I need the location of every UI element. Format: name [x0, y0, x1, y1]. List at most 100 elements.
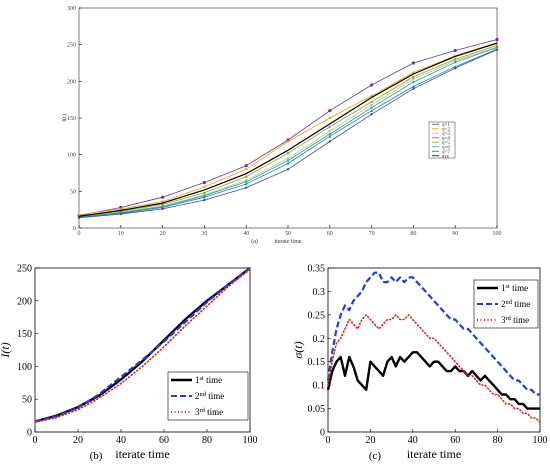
- data-point: [203, 185, 206, 189]
- x-tick-label: 100: [533, 435, 548, 446]
- series-line-1-2: [34, 268, 251, 423]
- legend-box: [428, 121, 456, 159]
- data-point: [203, 198, 206, 202]
- x-tick-label: 40: [408, 435, 418, 446]
- x-axis-label: iterate time: [407, 447, 461, 461]
- x-tick-label: 20: [365, 435, 375, 446]
- data-point: [328, 134, 332, 138]
- x-axis-label: iterate time: [274, 239, 301, 245]
- data-point: [412, 87, 415, 90]
- y-tick-label: 0.1: [313, 381, 326, 392]
- plot-area-frame-0: [78, 7, 498, 229]
- data-point: [161, 200, 164, 203]
- data-point: [286, 161, 290, 165]
- series-line-1-1: [34, 267, 251, 423]
- data-point: [286, 152, 290, 155]
- legend-label: q=6: [442, 146, 450, 151]
- data-point: [245, 186, 248, 189]
- y-tick-label: 0: [320, 428, 325, 439]
- x-tick-label: 60: [327, 231, 333, 237]
- panel-label: (c): [369, 450, 382, 462]
- data-point: [77, 216, 81, 219]
- data-point: [286, 159, 290, 162]
- y-tick-label: 150: [67, 116, 76, 122]
- x-tick-label: 80: [493, 435, 503, 446]
- y-tick-label: 0: [27, 428, 32, 439]
- y-tick-label: 0.25: [308, 310, 326, 321]
- y-tick-label: 200: [17, 296, 32, 307]
- data-point: [286, 168, 290, 171]
- data-point: [328, 132, 331, 136]
- legend-label: 2nd time: [195, 391, 224, 401]
- y-tick-label: 100: [17, 362, 32, 373]
- x-tick-label: 0: [33, 435, 38, 446]
- y-tick-label: 250: [17, 264, 32, 275]
- x-tick-label: 40: [243, 231, 249, 237]
- data-point: [454, 61, 457, 64]
- data-point: [453, 65, 457, 68]
- data-point: [454, 66, 457, 70]
- plot-area-frame-1: [34, 267, 251, 433]
- plot-area-frame-2: [327, 267, 541, 433]
- data-point: [370, 113, 373, 116]
- y-tick-label: 150: [17, 329, 32, 340]
- series-line-2-0: [326, 351, 540, 410]
- data-point: [328, 140, 331, 143]
- x-tick-label: 40: [116, 435, 126, 446]
- y-tick-label: 0: [73, 226, 76, 232]
- series-line-2-1: [326, 271, 540, 396]
- x-tick-label: 50: [285, 231, 291, 237]
- x-tick-label: 60: [450, 435, 460, 446]
- x-tick-label: 100: [493, 231, 502, 237]
- y-tick-label: 0.35: [308, 264, 326, 275]
- legend-label: ave: [442, 155, 450, 160]
- y-axis-label: I(t): [61, 114, 68, 122]
- y-tick-label: 0.2: [313, 334, 326, 345]
- x-tick-label: 90: [452, 231, 458, 237]
- legend-label: 2nd time: [501, 299, 530, 309]
- x-tick-label: 80: [202, 435, 212, 446]
- data-point: [245, 175, 248, 178]
- legend-label: 1st time: [195, 375, 222, 385]
- data-point: [370, 109, 374, 112]
- y-tick-label: 100: [67, 153, 76, 159]
- data-point: [202, 195, 206, 199]
- data-point: [495, 37, 499, 42]
- legend-label: q=7: [442, 150, 450, 155]
- data-point: [286, 157, 290, 160]
- data-point: [495, 48, 499, 51]
- data-point: [412, 80, 415, 84]
- data-point: [244, 164, 248, 168]
- x-tick-label: 20: [73, 435, 83, 446]
- data-point: [328, 116, 331, 120]
- x-tick-label: 0: [326, 435, 331, 446]
- y-tick-label: 200: [67, 79, 76, 85]
- data-point: [161, 207, 164, 211]
- y-axis-label: I(t): [0, 342, 12, 358]
- y-tick-label: 50: [70, 189, 76, 195]
- y-tick-label: 50: [22, 395, 32, 406]
- data-point: [412, 77, 415, 81]
- data-point: [370, 106, 373, 109]
- legend-label: q=3: [442, 132, 450, 137]
- panel-label: (a): [251, 238, 258, 245]
- data-point: [370, 103, 373, 107]
- x-tick-label: 0: [78, 231, 81, 237]
- series-line-2-2: [327, 314, 541, 424]
- legend-label: 1st time: [501, 283, 528, 293]
- data-point: [161, 195, 165, 199]
- data-point: [244, 182, 248, 186]
- data-point: [412, 75, 415, 79]
- y-tick-label: 300: [67, 6, 76, 12]
- data-point: [119, 207, 123, 211]
- y-tick-label: 0.15: [308, 357, 326, 368]
- data-point: [328, 109, 332, 113]
- data-point: [119, 212, 123, 216]
- data-point: [161, 203, 164, 206]
- x-tick-label: 70: [369, 231, 375, 237]
- data-point: [411, 61, 415, 65]
- data-point: [328, 130, 331, 133]
- y-tick-label: 250: [67, 43, 76, 49]
- x-tick-label: 80: [410, 231, 416, 237]
